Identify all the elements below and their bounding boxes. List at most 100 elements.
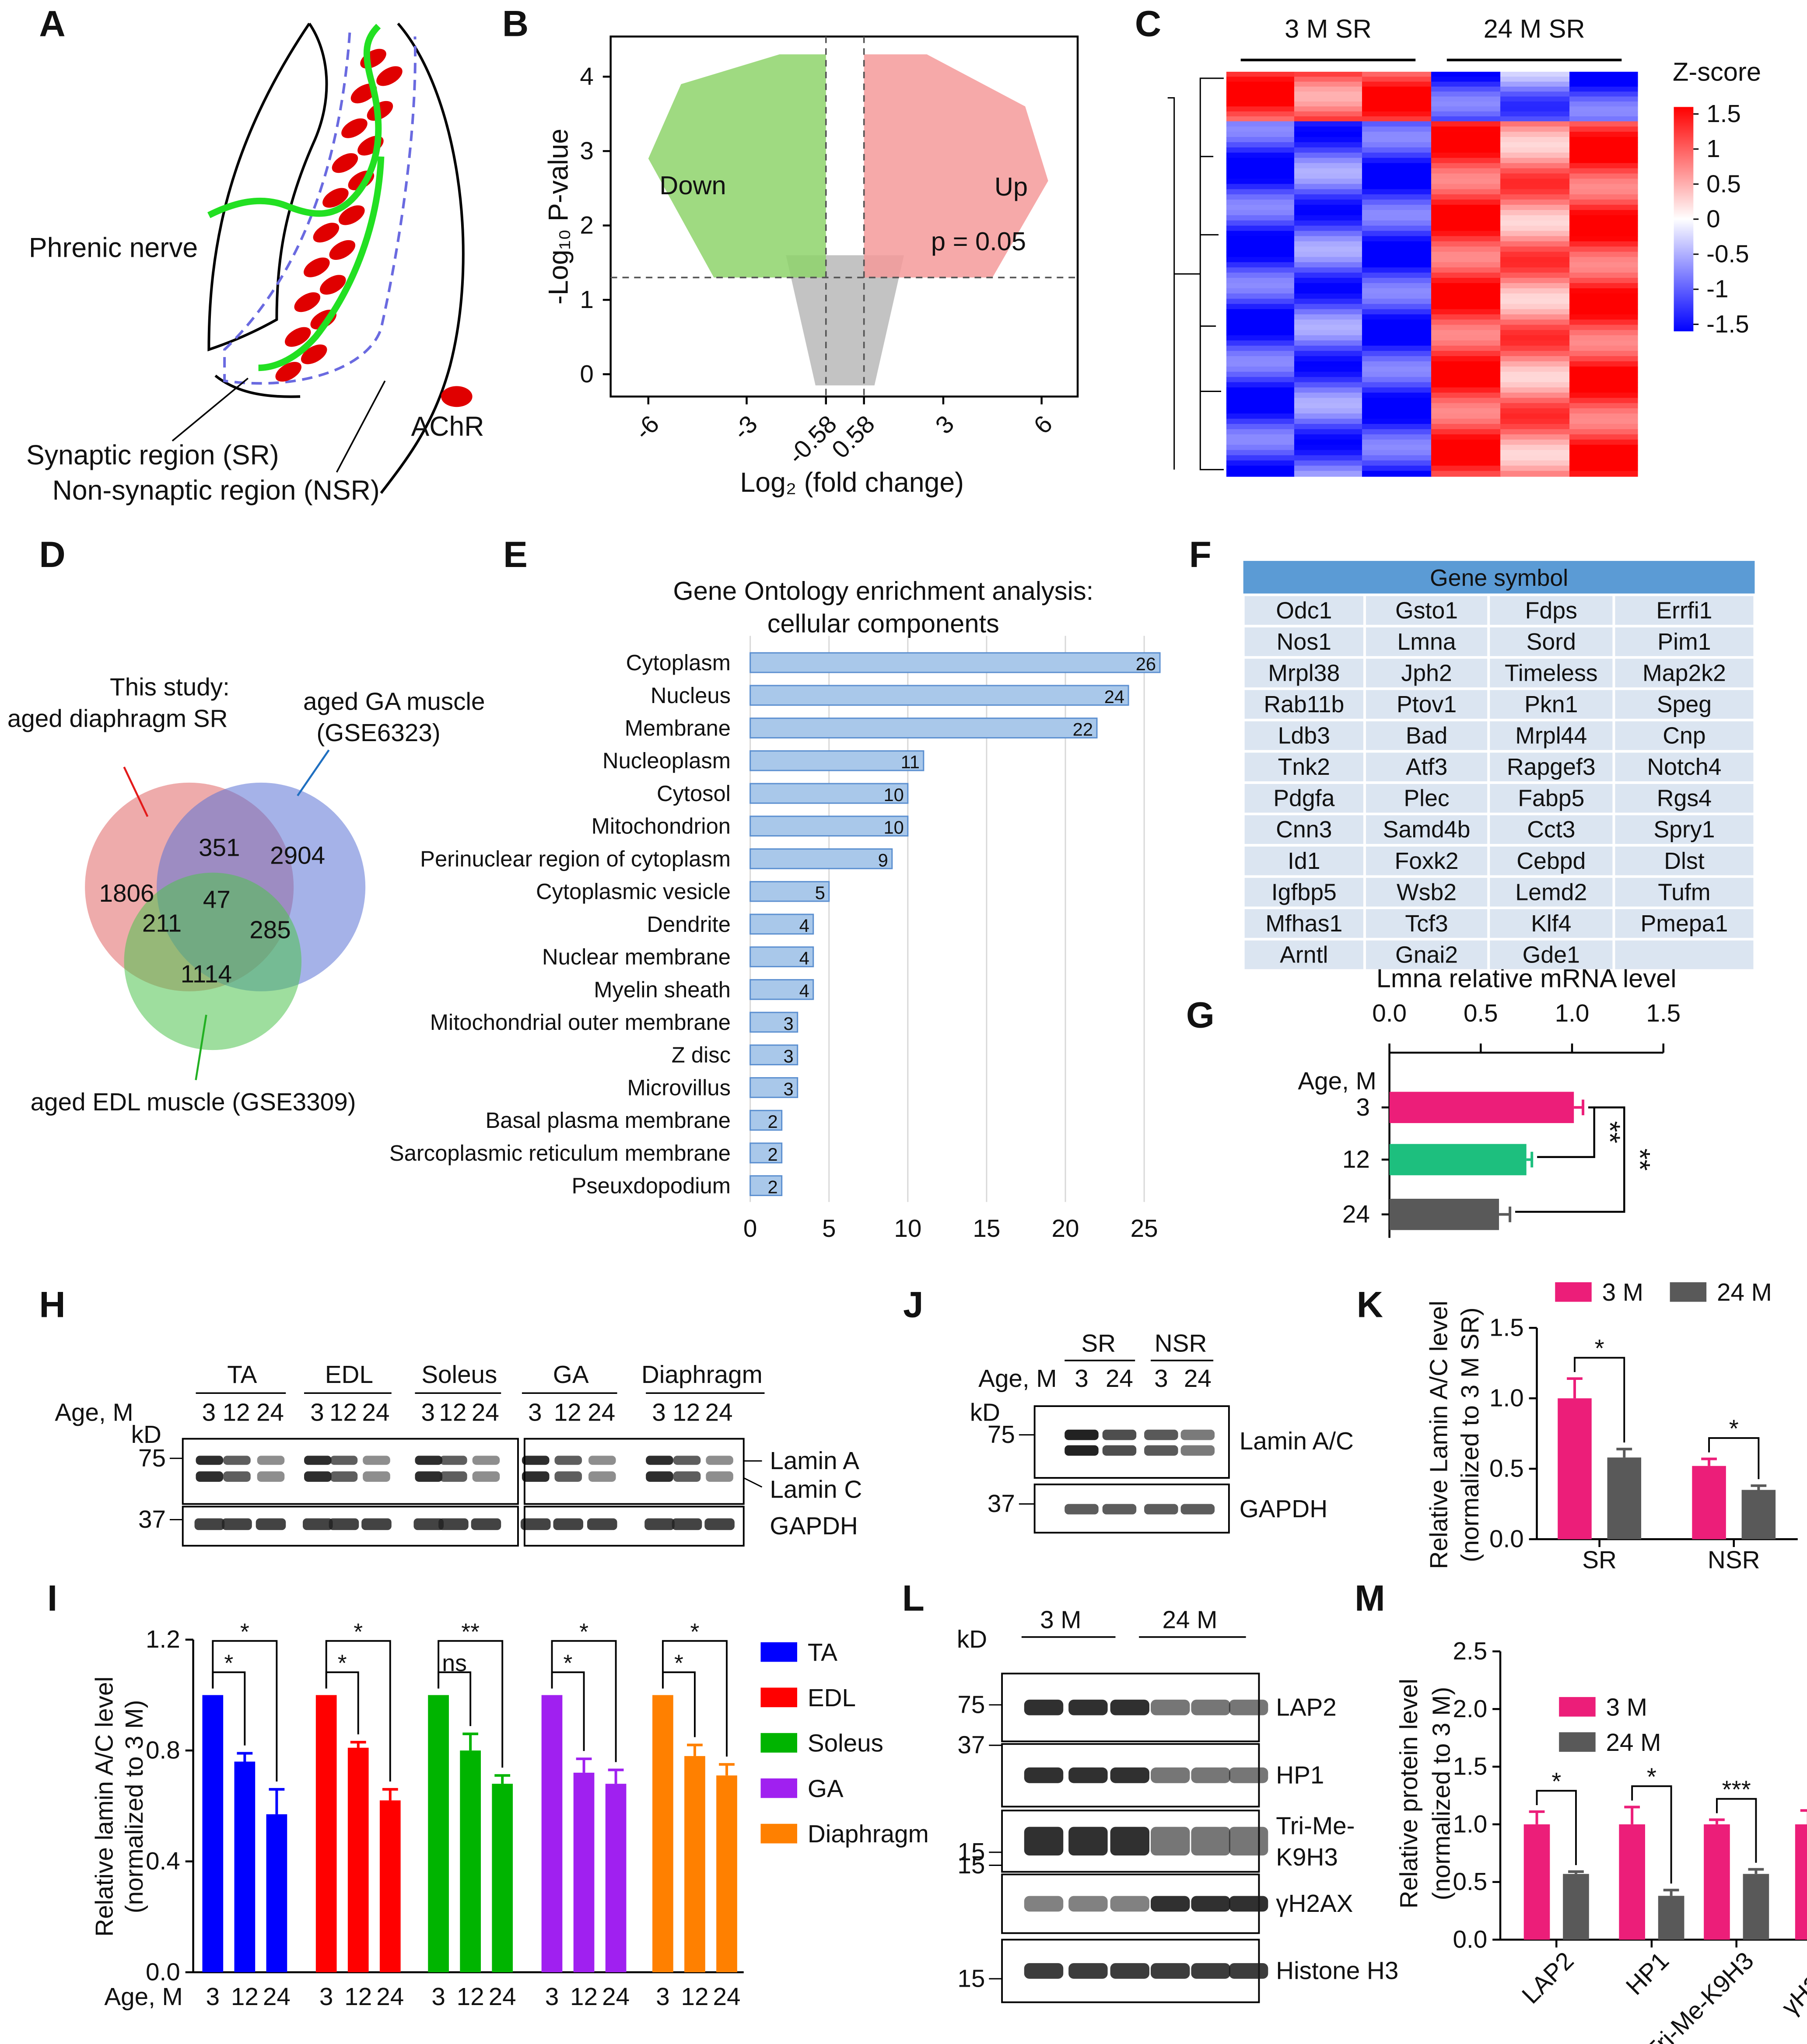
heatmap-cell [1294, 335, 1363, 341]
x-tick-label: 25 [1131, 1215, 1158, 1242]
bar [749, 946, 814, 967]
tissue-label: EDL [325, 1361, 373, 1389]
bar [749, 914, 814, 935]
band [304, 1456, 332, 1465]
legend-label: 24 M [1717, 1279, 1772, 1306]
heatmap-cell [1226, 455, 1295, 461]
band [673, 1471, 701, 1482]
heatmap-cell [1569, 210, 1638, 216]
heatmap-cell [1362, 220, 1432, 227]
y-tick-label: 0 [580, 360, 594, 388]
band [472, 1471, 500, 1482]
gene-symbol: Gsto1 [1395, 597, 1458, 623]
heatmap-cell [1431, 340, 1501, 346]
achr-cluster [376, 66, 403, 86]
heatmap-cell [1294, 444, 1363, 451]
heatmap-cell [1294, 283, 1363, 289]
band [1068, 1699, 1108, 1715]
heatmap-cell [1362, 96, 1432, 102]
table-cell [1244, 940, 1363, 970]
heatmap-cell [1500, 335, 1570, 341]
ns-points [786, 255, 904, 385]
heatmap-cell [1362, 288, 1432, 294]
table-cell [1366, 752, 1488, 781]
band [646, 1456, 673, 1465]
band [330, 1456, 358, 1465]
heatmap-cell [1362, 361, 1432, 368]
panel-label: K [1357, 1284, 1383, 1325]
heatmap-cell [1362, 257, 1432, 263]
heatmap-cell [1226, 225, 1295, 232]
y-axis-label: Relative protein level [1395, 1679, 1423, 1909]
band [471, 1518, 501, 1530]
heatmap-cell [1500, 455, 1570, 461]
heatmap-cell [1500, 163, 1570, 169]
heatmap-cell [1294, 403, 1363, 409]
heatmap-cell [1226, 189, 1295, 195]
table-cell [1366, 815, 1488, 844]
x-tick-label: γH2AX [1776, 1947, 1807, 2021]
bar [652, 1695, 673, 1973]
heatmap-cell [1569, 325, 1638, 331]
heatmap-cell [1294, 71, 1363, 77]
heatmap-cell [1431, 200, 1501, 206]
colorbar-tick-label: -0.5 [1706, 241, 1749, 268]
heatmap-cell [1431, 361, 1501, 368]
panel-label: E [503, 534, 528, 575]
marker-label: 37 [957, 1732, 985, 1759]
gene-symbol: Cct3 [1527, 816, 1575, 843]
bar [1658, 1896, 1684, 1940]
x-tick-label: 24 [263, 1983, 291, 2011]
table-cell [1490, 784, 1613, 813]
heatmap-cell [1294, 152, 1363, 159]
band [588, 1456, 616, 1465]
leader [336, 380, 386, 473]
heatmap-cell [1362, 267, 1432, 273]
marker-label: 37 [988, 1490, 1015, 1518]
heatmap-cell [1500, 116, 1570, 122]
heatmap-cell [1294, 215, 1363, 221]
plot-frame [609, 35, 1079, 398]
leader [297, 749, 330, 796]
band [672, 1518, 702, 1530]
bar [749, 1175, 783, 1196]
heatmap-cell [1569, 419, 1638, 425]
y-tick-label: 0.5 [1489, 1455, 1524, 1483]
heatmap-cell [1500, 225, 1570, 232]
heatmap-cell [1226, 126, 1295, 133]
band [1191, 1963, 1230, 1979]
heatmap-cell [1500, 262, 1570, 268]
category-label: 24 [1342, 1200, 1370, 1228]
heatmap-cell [1431, 194, 1501, 200]
heatmap-cell [1500, 382, 1570, 388]
bar [749, 979, 814, 1000]
table-cell [1244, 627, 1363, 656]
panel-label: G [1186, 994, 1215, 1036]
y-tick-label: 2.5 [1453, 1638, 1487, 1665]
heatmap-cell [1500, 267, 1570, 273]
x-tick-label: 3 [656, 1983, 669, 2011]
heatmap-cell [1500, 413, 1570, 420]
band [440, 1456, 467, 1465]
band [329, 1518, 359, 1530]
heatmap-cell [1500, 231, 1570, 237]
value-label: 9 [878, 850, 888, 870]
heatmap-cell [1569, 246, 1638, 252]
heatmap-cell [1362, 408, 1432, 414]
gene-symbol: Foxk2 [1395, 848, 1459, 874]
blot-frame [1033, 1405, 1230, 1479]
band [363, 1456, 390, 1465]
gene-symbol: Cebpd [1516, 848, 1586, 874]
gene-symbol: Arntl [1280, 942, 1328, 968]
table-cell [1244, 784, 1363, 813]
bar [1743, 1874, 1769, 1940]
heatmap-cell [1569, 293, 1638, 300]
x-tick-label: 24 [602, 1983, 630, 2011]
bar [428, 1695, 449, 1973]
age-label: 3 [421, 1399, 435, 1426]
table-cell [1490, 721, 1613, 750]
heatmap-cell [1569, 267, 1638, 273]
heatmap-cell [1500, 142, 1570, 148]
heatmap-cell [1362, 86, 1432, 92]
significance-label: * [564, 1650, 573, 1676]
